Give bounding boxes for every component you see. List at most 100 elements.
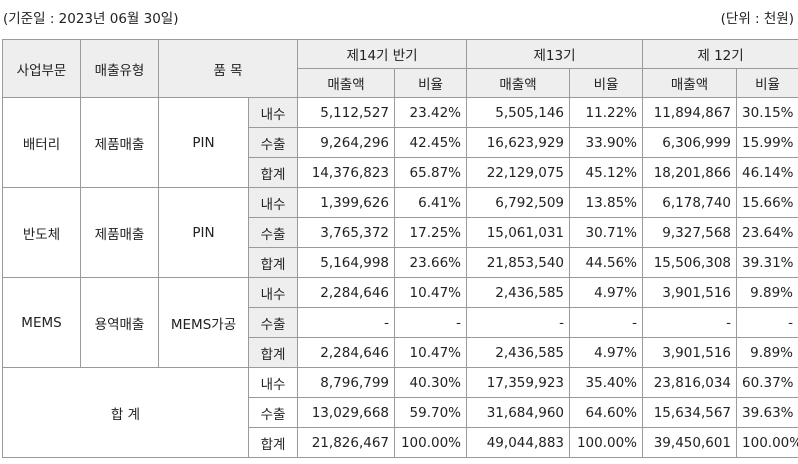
cell-ratio-p13: 64.60% <box>569 397 644 428</box>
cell-ratio-p14: 65.87% <box>394 157 468 188</box>
total-row: 수출 13,029,668 59.70% 31,684,960 64.60% 15,634… <box>3 397 798 428</box>
table-row: 합계 14,376,823 65.87% 22,129,075 45.12% 18,201… <box>3 157 798 188</box>
cell-ratio-p13: 30.71% <box>569 217 644 248</box>
row-label: 합계 <box>247 247 299 278</box>
row-label: 수출 <box>247 217 299 248</box>
cell-sales-p13: - <box>466 307 571 338</box>
row-label: 수출 <box>247 307 299 338</box>
cell-sales-p13: 31,684,960 <box>466 397 571 428</box>
item-cell: PIN <box>158 187 249 278</box>
unit-caption: (단위 : 천원) <box>720 11 794 27</box>
header-sales-p13: 매출액 <box>466 68 571 98</box>
cell-ratio-p12: 100.00% <box>736 427 798 458</box>
cell-sales-p12: 23,816,034 <box>642 367 738 398</box>
cell-sales-p12: 11,894,867 <box>642 97 738 128</box>
cell-sales-p14: 9,264,296 <box>297 127 396 158</box>
row-label: 내수 <box>247 277 299 308</box>
cell-ratio-p12: 60.37% <box>736 367 798 398</box>
cell-ratio-p13: 33.90% <box>569 127 644 158</box>
header-division: 사업부문 <box>2 39 81 98</box>
cell-ratio-p13: 35.40% <box>569 367 644 398</box>
cell-sales-p12: 15,506,308 <box>642 247 738 278</box>
cell-sales-p13: 49,044,883 <box>466 427 571 458</box>
cell-sales-p13: 5,505,146 <box>466 97 571 128</box>
cell-ratio-p12: 15.99% <box>736 127 798 158</box>
cell-ratio-p12: 15.66% <box>736 187 798 218</box>
row-label: 합계 <box>247 337 299 368</box>
cell-sales-p14: - <box>297 307 396 338</box>
sales-type-cell: 제품매출 <box>80 97 159 188</box>
total-row: 합 계 내수 8,796,799 40.30% 17,359,923 35.40% 23,8… <box>2 367 798 458</box>
cell-sales-p12: 15,634,567 <box>642 397 738 428</box>
cell-sales-p14: 1,399,626 <box>297 187 396 218</box>
cell-ratio-p12: 39.63% <box>736 397 798 428</box>
cell-sales-p13: 6,792,509 <box>466 187 571 218</box>
sales-type-cell: 제품매출 <box>80 187 159 278</box>
base-date-caption: (기준일 : 2023년 06월 30일) <box>3 11 179 27</box>
cell-ratio-p13: 44.56% <box>569 247 644 278</box>
table-row: 수출 9,264,296 42.45% 16,623,929 33.90% 6,306,9… <box>3 127 798 158</box>
cell-sales-p12: 3,901,516 <box>642 337 738 368</box>
cell-sales-p14: 8,796,799 <box>297 367 396 398</box>
cell-sales-p14: 2,284,646 <box>297 277 396 308</box>
cell-ratio-p13: - <box>569 307 644 338</box>
cell-sales-p12: 6,306,999 <box>642 127 738 158</box>
table-row: 배터리 제품매출 PIN 내수 5,112,527 23.42% 5,505,146 11.2… <box>2 97 798 188</box>
division-cell: 반도체 <box>2 187 81 278</box>
cell-ratio-p14: 59.70% <box>394 397 468 428</box>
cell-ratio-p13: 100.00% <box>569 427 644 458</box>
cell-ratio-p14: 10.47% <box>394 277 468 308</box>
header-item: 품 목 <box>157 39 299 98</box>
cell-sales-p13: 2,436,585 <box>466 277 571 308</box>
cell-sales-p12: 39,450,601 <box>642 427 738 458</box>
division-cell: 배터리 <box>2 97 81 188</box>
cell-ratio-p12: - <box>736 307 798 338</box>
table-row: 반도체 제품매출 PIN 내수 1,399,626 6.41% 6,792,509 13.85… <box>2 187 798 278</box>
cell-sales-p14: 2,284,646 <box>297 337 396 368</box>
sales-type-cell: 용역매출 <box>80 277 159 368</box>
cell-ratio-p14: 42.45% <box>394 127 468 158</box>
header-period-14-half: 제14기 반기 <box>297 39 468 69</box>
header-row-metrics: 매출액 비율 매출액 비율 매출액 비율 <box>3 68 798 98</box>
cell-ratio-p14: 10.47% <box>394 337 468 368</box>
total-row: 합계 21,826,467 100.00% 49,044,883 100.00% 39,4… <box>3 427 798 458</box>
header-sales-p14: 매출액 <box>297 68 396 98</box>
header-sales-p12: 매출액 <box>642 68 738 98</box>
cell-sales-p13: 22,129,075 <box>466 157 571 188</box>
row-label: 수출 <box>247 397 299 428</box>
cell-sales-p13: 17,359,923 <box>466 367 571 398</box>
cell-ratio-p13: 11.22% <box>569 97 644 128</box>
header-period-13: 제13기 <box>466 39 644 69</box>
total-label-cell: 합 계 <box>2 367 249 458</box>
cell-sales-p12: 18,201,866 <box>642 157 738 188</box>
row-label: 내수 <box>247 367 299 398</box>
cell-ratio-p14: 23.66% <box>394 247 468 278</box>
cell-sales-p14: 3,765,372 <box>297 217 396 248</box>
header-ratio-p13: 비율 <box>569 68 644 98</box>
cell-ratio-p13: 45.12% <box>569 157 644 188</box>
cell-sales-p12: 9,327,568 <box>642 217 738 248</box>
cell-ratio-p14: 17.25% <box>394 217 468 248</box>
cell-ratio-p14: 6.41% <box>394 187 468 218</box>
cell-ratio-p13: 4.97% <box>569 337 644 368</box>
header-ratio-p12: 비율 <box>736 68 798 98</box>
cell-sales-p14: 14,376,823 <box>297 157 396 188</box>
cell-sales-p14: 21,826,467 <box>297 427 396 458</box>
header-row-periods: 사업부문 매출유형 품 목 제14기 반기 제13기 제 12기 <box>2 39 798 98</box>
cell-sales-p13: 16,623,929 <box>466 127 571 158</box>
cell-ratio-p12: 39.31% <box>736 247 798 278</box>
header-period-12: 제 12기 <box>642 39 798 69</box>
row-label: 수출 <box>247 127 299 158</box>
cell-ratio-p12: 46.14% <box>736 157 798 188</box>
header-ratio-p14: 비율 <box>394 68 468 98</box>
cell-ratio-p12: 9.89% <box>736 277 798 308</box>
table-row: MEMS 용역매출 MEMS가공 내수 2,284,646 10.47% 2,436,585… <box>2 277 798 368</box>
row-label: 합계 <box>247 157 299 188</box>
cell-sales-p12: - <box>642 307 738 338</box>
cell-sales-p13: 15,061,031 <box>466 217 571 248</box>
division-cell: MEMS <box>2 277 81 368</box>
row-label: 내수 <box>247 187 299 218</box>
item-cell: MEMS가공 <box>158 277 249 368</box>
cell-sales-p12: 3,901,516 <box>642 277 738 308</box>
row-label: 내수 <box>247 97 299 128</box>
